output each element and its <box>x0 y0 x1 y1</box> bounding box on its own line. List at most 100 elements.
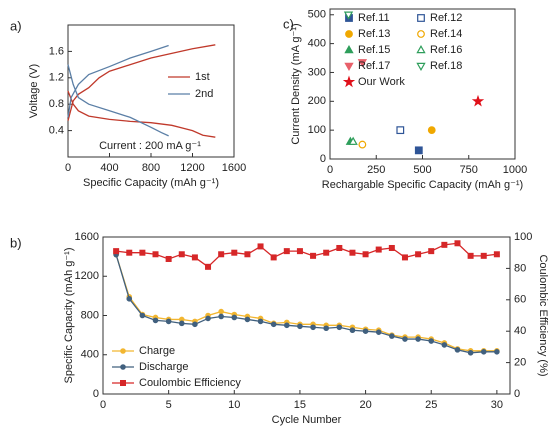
legend-marker <box>417 30 425 38</box>
scatter-point <box>348 136 358 145</box>
legend-marker <box>344 44 354 54</box>
x-tick-label: 25 <box>425 399 437 411</box>
x-tick-label: 1600 <box>222 162 246 174</box>
data-point <box>152 317 159 324</box>
y2-axis-title: Coulombic Efficiency (%) <box>537 254 549 376</box>
data-point <box>336 324 343 331</box>
scatter-point <box>414 146 423 155</box>
y-axis-title: Specific Capacity (mAh g⁻¹) <box>63 247 75 383</box>
legend-marker <box>417 14 425 22</box>
scatter-point <box>471 94 485 107</box>
x-tick-label: 1200 <box>180 162 204 174</box>
data-point <box>205 263 212 270</box>
legend-label: Discharge <box>139 361 189 373</box>
scatter-point <box>357 59 368 68</box>
x-tick-label: 10 <box>228 399 240 411</box>
legend-label: Ref.11 <box>358 12 390 24</box>
y2-tick-label: 0 <box>514 388 520 400</box>
panel-label: c) <box>283 16 294 31</box>
legend-label: Ref.13 <box>358 28 390 40</box>
legend-marker <box>416 62 426 72</box>
y-tick-label: 0 <box>320 153 326 165</box>
y-tick-label: 1600 <box>75 231 99 243</box>
data-point <box>126 296 133 302</box>
data-point <box>362 328 369 335</box>
y-tick-label: 0 <box>93 388 99 400</box>
y-axis-title: Current Density (mA g⁻¹) <box>290 23 302 144</box>
scatter-point <box>427 126 436 135</box>
x-axis-title: Rechargable Specific Capacity (mAh g⁻¹) <box>322 179 523 191</box>
data-point <box>165 318 172 325</box>
x-tick-label: 1000 <box>503 164 527 176</box>
data-point <box>152 251 159 258</box>
legend-label: Ref.17 <box>358 60 390 72</box>
data-point <box>428 338 435 344</box>
x-tick-label: 400 <box>100 162 118 174</box>
x-tick-label: 0 <box>100 399 106 411</box>
series-line <box>116 242 497 268</box>
legend-marker <box>120 364 126 370</box>
y-axis-title: Voltage (V) <box>28 64 40 118</box>
y2-tick-label: 100 <box>514 231 532 243</box>
data-point <box>257 318 264 325</box>
y2-tick-label: 60 <box>514 294 526 306</box>
panel-label: b) <box>10 235 22 250</box>
y-tick-label: 300 <box>308 66 326 78</box>
data-point <box>480 349 487 355</box>
data-point <box>401 254 408 261</box>
panel-label: a) <box>10 18 22 33</box>
x-tick-label: 500 <box>413 164 431 176</box>
scatter-point <box>396 126 405 135</box>
legend-marker <box>345 30 353 38</box>
x-tick-label: 20 <box>359 399 371 411</box>
data-point <box>323 249 330 256</box>
y-tick-label: 0.8 <box>49 98 64 110</box>
data-point <box>205 315 211 322</box>
data-point <box>113 248 120 255</box>
data-point <box>428 248 435 255</box>
series-line <box>67 44 216 138</box>
data-point <box>362 251 369 258</box>
series-line <box>67 44 169 137</box>
data-point <box>493 251 500 258</box>
legend-marker <box>416 44 426 54</box>
data-point <box>415 336 421 342</box>
y2-tick-label: 20 <box>514 357 526 369</box>
y-tick-label: 800 <box>81 309 99 321</box>
data-point <box>218 251 225 258</box>
y-tick-label: 0.4 <box>49 125 64 137</box>
y-tick-label: 1200 <box>75 270 99 282</box>
x-tick-label: 0 <box>327 164 333 176</box>
data-point <box>270 321 277 328</box>
data-point <box>126 249 133 256</box>
data-point <box>441 342 448 348</box>
data-point <box>297 323 303 330</box>
x-axis-title: Specific Capacity (mAh g⁻¹) <box>83 177 219 189</box>
data-point <box>218 313 224 320</box>
series-line <box>115 254 497 352</box>
x-tick-label: 15 <box>294 399 306 411</box>
x-tick-label: 750 <box>460 164 478 176</box>
data-point <box>467 252 474 259</box>
y-tick-label: 400 <box>308 38 326 50</box>
y-tick-label: 1.6 <box>49 45 64 57</box>
y-tick-label: 1.2 <box>49 72 64 84</box>
data-point <box>257 243 264 250</box>
data-point <box>283 248 290 255</box>
legend-label: Charge <box>139 345 175 357</box>
data-point <box>467 349 474 356</box>
legend-label: Coulombic Efficiency <box>139 377 241 389</box>
data-point <box>336 244 343 251</box>
legend-label: Ref.14 <box>430 28 462 40</box>
scatter-point <box>358 140 367 149</box>
data-point <box>389 333 395 339</box>
legend-marker <box>342 75 356 88</box>
data-point <box>231 314 238 321</box>
series-line <box>115 254 497 354</box>
annotation: Current : 200 mA g⁻¹ <box>99 140 201 152</box>
data-point <box>296 248 303 255</box>
y2-tick-label: 80 <box>514 262 526 274</box>
data-point <box>192 321 198 328</box>
data-point <box>139 249 146 256</box>
